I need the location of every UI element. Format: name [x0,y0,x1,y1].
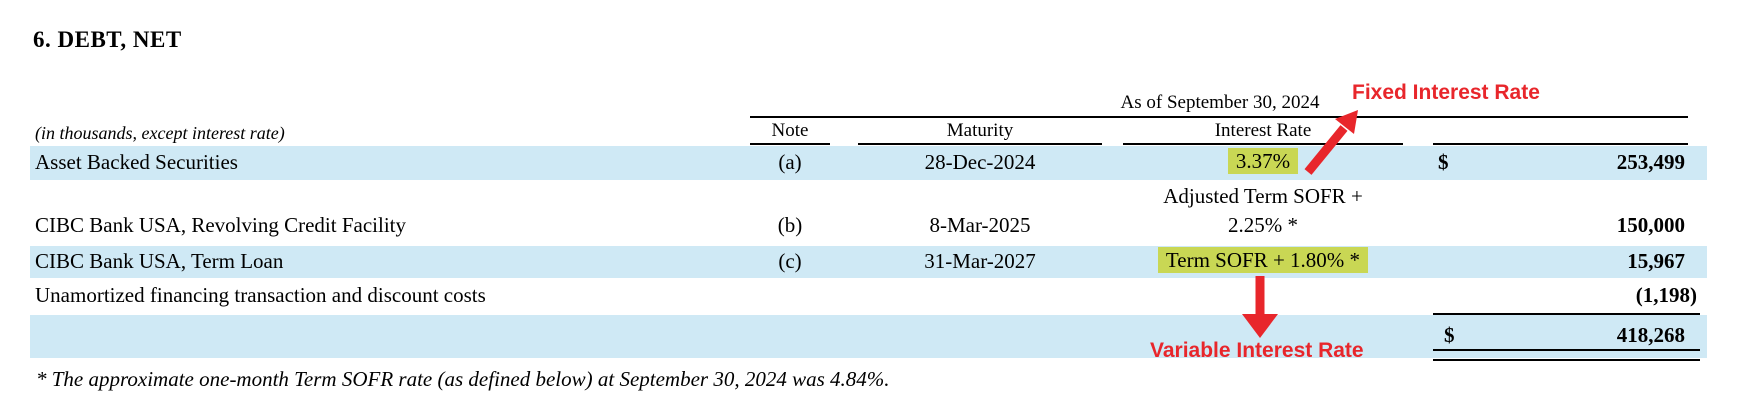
row-label: Unamortized financing transaction and di… [35,283,486,307]
currency-cell: $ [1444,323,1455,347]
variable-rate-arrow-icon [1238,276,1282,340]
interest-rate-cell: 3.37% [1123,148,1403,174]
column-underline-amount [1433,143,1688,145]
col-header-note: Note [771,120,809,141]
header-rule [750,116,1688,118]
maturity-cell: 28-Dec-2024 [924,150,1036,174]
rate-highlight: 3.37% [1227,148,1299,174]
col-header-maturity: Maturity [946,120,1014,141]
amount-cell: (1,198) [1635,283,1697,307]
row-shade [30,146,1707,180]
note-cell: (b) [777,213,803,237]
column-underline-note [750,143,830,145]
footnote: * The approximate one-month Term SOFR ra… [36,367,890,391]
rate-highlight: Term SOFR + 1.80% * [1157,247,1369,273]
maturity-cell: 8-Mar-2025 [929,213,1031,237]
col-header-interest-rate: Interest Rate [1214,120,1312,141]
interest-rate-cell-line1: Adjusted Term SOFR + [1163,184,1363,208]
row-shade [30,246,1707,278]
note-cell: (c) [778,249,802,273]
amount-cell: 15,967 [1627,249,1685,273]
row-label: CIBC Bank USA, Revolving Credit Facility [35,213,406,237]
amount-subtotal-rule [1433,313,1700,315]
column-underline-maturity [858,143,1102,145]
row-label: CIBC Bank USA, Term Loan [35,249,284,273]
column-underline-interest-rate [1123,143,1403,145]
units-note: (in thousands, except interest rate) [35,123,285,143]
fixed-rate-arrow-icon [1294,102,1374,182]
amount-cell: 150,000 [1616,213,1685,237]
page-title: 6. DEBT, NET [33,27,182,52]
maturity-cell: 31-Mar-2027 [924,249,1036,273]
amount-cell: 418,268 [1616,323,1685,347]
row-shade [30,315,1707,358]
period-header: As of September 30, 2024 [1120,92,1320,113]
amount-total-double-rule [1433,349,1700,361]
interest-rate-cell-line2: 2.25% * [1228,213,1298,237]
variable-rate-annotation: Variable Interest Rate [1150,339,1364,362]
amount-cell: 253,499 [1616,150,1685,174]
currency-cell: $ [1438,150,1449,174]
fixed-rate-annotation: Fixed Interest Rate [1352,81,1540,104]
note-cell: (a) [778,150,802,174]
interest-rate-cell: Term SOFR + 1.80% * [1123,247,1403,273]
row-label: Asset Backed Securities [35,150,238,174]
